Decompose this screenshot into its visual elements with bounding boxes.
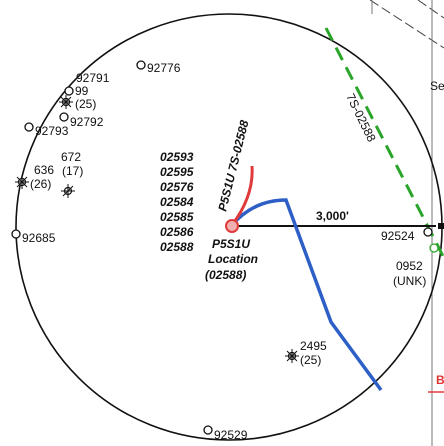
well-label: 92524 bbox=[381, 229, 415, 243]
location-word: Location bbox=[208, 252, 258, 266]
well-636: 636 (26) bbox=[15, 163, 54, 191]
dry-hole-icon bbox=[429, 243, 439, 253]
well-list-item: 02576 bbox=[160, 180, 194, 194]
red-wellbore-path bbox=[230, 165, 254, 226]
well-label: 92793 bbox=[35, 124, 69, 138]
well-sublabel: (17) bbox=[62, 164, 83, 178]
well-92776: 92776 bbox=[136, 60, 181, 75]
well-sublabel: (25) bbox=[75, 97, 96, 111]
plugged-well-icon bbox=[61, 184, 75, 198]
location-marker bbox=[225, 219, 239, 233]
well-sublabel: (25) bbox=[300, 353, 321, 367]
well-list-item: 02593 bbox=[160, 150, 194, 164]
dry-hole-icon bbox=[11, 229, 21, 239]
well-label: 92792 bbox=[70, 115, 104, 129]
section-line bbox=[369, 0, 444, 49]
well-99: 99 (25) bbox=[59, 84, 96, 111]
well-label: 672 bbox=[61, 150, 81, 164]
dry-hole-icon bbox=[64, 86, 74, 96]
well-label: 92776 bbox=[147, 61, 181, 75]
edge-label-bottom-right: B bbox=[436, 373, 444, 387]
location-name: P5S1U bbox=[212, 237, 250, 251]
well-list-item: 02595 bbox=[160, 165, 194, 179]
well-label: 2495 bbox=[300, 339, 327, 353]
well-label: 636 bbox=[34, 163, 54, 177]
radius-label: 3,000' bbox=[316, 209, 349, 223]
well-label: 92529 bbox=[214, 428, 248, 442]
green-dashed-path bbox=[324, 27, 444, 259]
edge-label-top-right: Se bbox=[430, 79, 444, 93]
dry-hole-icon bbox=[423, 227, 433, 237]
well-list-item: 02586 bbox=[160, 225, 194, 239]
well-label: 92685 bbox=[22, 231, 56, 245]
dry-hole-icon bbox=[24, 122, 34, 132]
dry-hole-icon bbox=[136, 60, 146, 70]
well-sublabel: (26) bbox=[30, 177, 51, 191]
well-label: 0952 bbox=[396, 259, 423, 273]
location-id: (02588) bbox=[205, 268, 246, 282]
section-lines bbox=[369, 0, 444, 49]
well-label: 99 bbox=[75, 84, 89, 98]
section-line bbox=[417, 0, 444, 19]
well-2495: 2495 (25) bbox=[285, 339, 327, 367]
well-list-item: 02585 bbox=[160, 210, 194, 224]
well-list-item: 02588 bbox=[160, 240, 194, 254]
dry-hole-icon bbox=[203, 425, 213, 435]
well-list-item: 02584 bbox=[160, 195, 194, 209]
well-672: 672 (17) bbox=[61, 150, 83, 198]
gas-well-icon bbox=[59, 95, 73, 109]
section-corner-marker bbox=[438, 223, 444, 229]
gas-well-icon bbox=[15, 175, 29, 189]
dry-hole-icon bbox=[59, 112, 69, 122]
well-sublabel: (UNK) bbox=[393, 274, 426, 288]
well-label: 92791 bbox=[76, 71, 110, 85]
gas-well-icon bbox=[285, 349, 299, 363]
well-list: 02593 02595 02576 02584 02585 02586 0258… bbox=[160, 150, 194, 254]
